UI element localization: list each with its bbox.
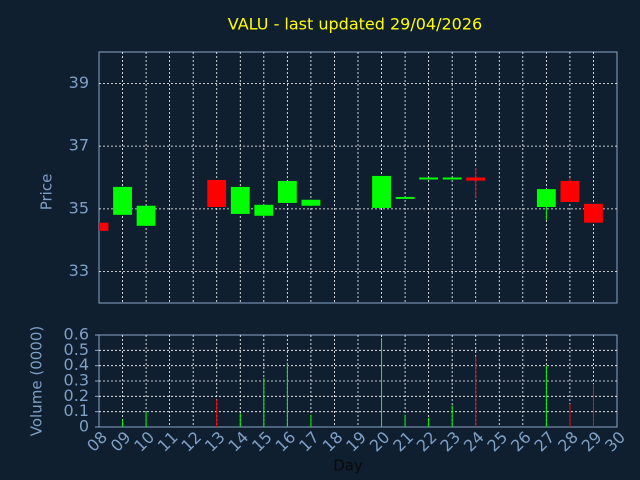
candle-body [99, 222, 109, 231]
candle-body [419, 177, 439, 180]
candle-body [560, 180, 580, 202]
x-tick-label: 30 [601, 428, 629, 456]
candle-body [113, 186, 132, 215]
volume-tick-label: 0.4 [64, 355, 89, 374]
y-axis-label: Price [38, 174, 56, 211]
x-axis-label: Day [333, 457, 363, 475]
y-tick-label: 33 [69, 261, 89, 280]
candle-body [136, 205, 156, 226]
volume-tick-label: 0.1 [64, 401, 89, 420]
volume-tick-label: 0.6 [64, 325, 89, 344]
candle-body [301, 199, 321, 206]
candle-body [442, 177, 462, 180]
volume-tick-label: 0.3 [64, 371, 89, 390]
chart-title: VALU - last updated 29/04/2026 [228, 15, 482, 34]
candle-body [584, 203, 603, 223]
candle-body [372, 175, 391, 208]
y-tick-label: 35 [69, 198, 89, 217]
volume-tick-label: 0.5 [64, 340, 89, 359]
candle-body [230, 186, 250, 214]
candle-body [466, 177, 486, 181]
volume-tick-label: 0 [79, 417, 89, 436]
y-tick-label: 37 [69, 136, 89, 155]
candle-body [395, 196, 415, 199]
candle-body [536, 189, 556, 207]
volume-axis-label: Volume (0000) [28, 326, 46, 436]
candle-body [207, 180, 227, 207]
candle-body [277, 180, 297, 203]
y-tick-label: 39 [69, 73, 89, 92]
volume-tick-label: 0.2 [64, 386, 89, 405]
candle-body [254, 204, 274, 216]
volume-marks [122, 338, 594, 427]
price-marks [99, 168, 603, 231]
